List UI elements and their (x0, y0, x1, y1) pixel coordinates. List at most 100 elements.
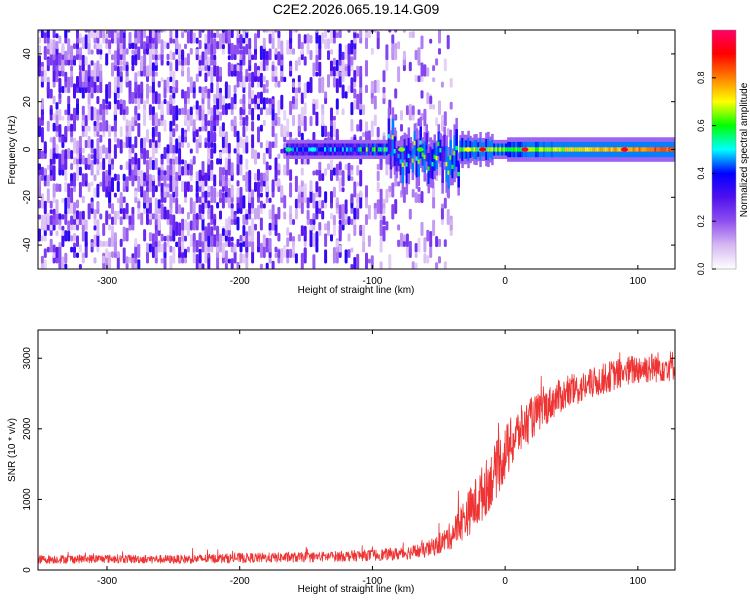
spectrogram-cell (181, 166, 185, 176)
spectrogram-cell (324, 91, 328, 99)
spectrogram-cell (327, 50, 330, 61)
spectrogram-cell (178, 237, 182, 247)
spectrogram-cell (46, 30, 50, 39)
spectrogram-cell (70, 113, 74, 121)
spectrogram-cell (332, 167, 336, 176)
spectrogram-cell (207, 142, 211, 149)
spectrogram-cell (78, 166, 82, 176)
spectrogram-cell (230, 63, 234, 72)
spectrogram-cell (131, 211, 135, 225)
spectrogram-cell (160, 166, 164, 181)
spectrogram-cell (658, 147, 661, 152)
spectrogram-cell (289, 65, 293, 72)
spectrogram-cell (40, 193, 44, 209)
spectrogram-cell (93, 225, 97, 231)
spectrogram-cell (286, 130, 290, 138)
spectrogram-cell (221, 30, 225, 33)
spectrogram-cell (166, 76, 170, 88)
spectrogram-cell (96, 110, 100, 115)
spectrogram-cell (105, 210, 109, 225)
spectrogram-cell (169, 30, 173, 39)
spectrogram-cell (99, 69, 103, 83)
spectrogram-cell (233, 122, 237, 138)
spectrogram-cell (184, 30, 187, 33)
spectrogram-cell (590, 147, 594, 152)
spectrogram-cell (216, 191, 220, 198)
spectrogram-cell (614, 147, 618, 152)
spectrogram-cell (592, 147, 596, 152)
spectrogram-cell (105, 147, 109, 160)
spectrogram-cell (131, 49, 135, 55)
spectrogram-cell (40, 66, 44, 72)
spectrogram-cell (584, 147, 588, 152)
spectrogram-cell (245, 209, 249, 214)
spectrogram-cell (271, 107, 275, 121)
spectrogram-cell (533, 147, 536, 152)
spectrogram-cell (257, 231, 260, 248)
spectrogram-cell (219, 125, 222, 137)
spectrogram-cell (64, 197, 68, 215)
spectrogram-cell (262, 37, 266, 50)
spectrogram-cell (274, 133, 278, 143)
spectrogram-cell (96, 117, 100, 132)
spectrogram-cell (331, 147, 335, 152)
spectrogram-cell (286, 237, 290, 247)
spectrogram-cell (116, 210, 120, 220)
spectrogram-cell (318, 206, 322, 214)
spectrogram-cell (154, 54, 158, 61)
spectrogram-cell (271, 141, 275, 149)
spectrogram-cell (38, 163, 41, 170)
spectrogram-cell (365, 121, 368, 132)
spectrogram-cell (441, 162, 444, 167)
spectrogram-cell (546, 147, 550, 152)
spectrogram-cell (367, 258, 371, 264)
spectrogram-cell (257, 204, 260, 220)
spectrogram-cell (125, 125, 129, 132)
x-tick-label: -300 (97, 276, 117, 287)
spectrogram-cell (433, 154, 436, 159)
spectrogram-cell (84, 34, 88, 50)
spectrogram-cell (236, 187, 240, 198)
spectrogram-cell (108, 224, 112, 231)
spectrogram-hotspot (416, 147, 424, 152)
spectrogram-cell (137, 113, 141, 121)
spectrogram-cell (443, 58, 447, 72)
spectrogram-cell (322, 147, 325, 152)
spectrogram-cell (668, 147, 671, 152)
spectrogram-cell (84, 115, 88, 127)
spectrogram-cell (58, 241, 62, 247)
spectrogram-cell (61, 233, 65, 247)
spectrogram-cell (175, 30, 179, 39)
spectrogram-cell (394, 88, 398, 99)
spectrogram-cell (163, 41, 167, 50)
spectrogram-cell (111, 62, 114, 77)
spectrogram-cell (90, 30, 94, 39)
spectrogram-cell (420, 90, 424, 99)
spectrogram-cell (160, 153, 164, 159)
spectrogram-cell (411, 105, 415, 116)
spectrogram-cell (248, 63, 252, 72)
spectrogram-cell (175, 59, 179, 72)
spectrogram-cell (38, 199, 41, 209)
spectrogram-cell (289, 100, 293, 116)
spectrogram-cell (254, 33, 257, 50)
spectrogram-cell (43, 30, 47, 33)
spectrogram-cell (55, 199, 59, 215)
spectrogram-cell (219, 33, 222, 50)
spectrogram-cell (157, 240, 161, 247)
spectrogram-cell (125, 161, 129, 170)
colorbar-tick-label: 0.6 (696, 119, 706, 132)
spectrogram-cell (64, 127, 68, 138)
spectrogram-cell (40, 235, 44, 242)
spectrogram-cell (239, 52, 243, 61)
spectrogram-cell (201, 30, 205, 33)
spectrogram-cell (315, 30, 319, 44)
spectrogram-cell (300, 92, 304, 105)
spectrogram-cell (618, 147, 622, 152)
spectrogram-cell (131, 206, 135, 214)
spectrogram-cell (108, 251, 112, 258)
spectrogram-cell (172, 227, 176, 242)
spectrogram-cell (449, 155, 452, 160)
spectrogram-cell (157, 30, 161, 44)
